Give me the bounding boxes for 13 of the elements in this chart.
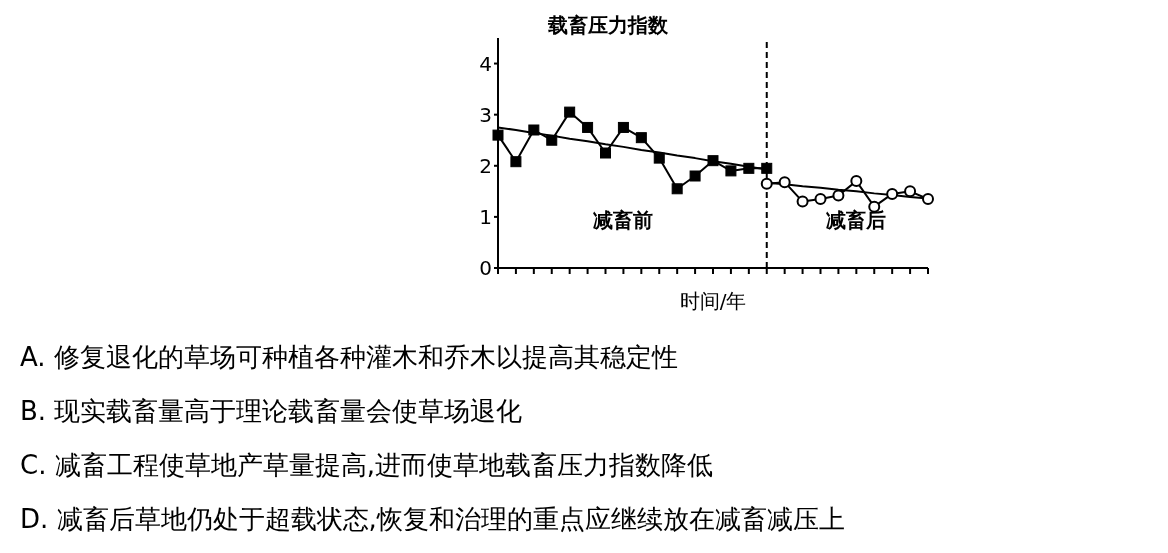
y-tick-label: 3: [479, 102, 492, 127]
annotation: 减畜前: [593, 207, 654, 232]
text: D. 减畜后草地仍处于超载状态,恢复和治理的重点应继续放在减畜减压上: [20, 503, 845, 536]
text: B. 现实载畜量高于理论载畜量会使草场退化: [20, 395, 524, 428]
y-tick-label: 0: [479, 256, 492, 281]
text: C. 减畜工程使草地产草量提高,进而使草地载畜压力指数降低: [20, 449, 714, 482]
x-axis-title: 时间/年: [679, 289, 747, 313]
text: A. 修复退化的草场可种植各种灌木和乔木以提高其稳定性: [20, 341, 679, 374]
annotation: 减畜后: [826, 207, 887, 232]
y-tick-label: 1: [479, 204, 492, 229]
y-tick-label: 2: [479, 153, 492, 178]
y-axis-title: 载畜压力指数: [548, 12, 668, 39]
y-tick-label: 4: [479, 51, 492, 76]
